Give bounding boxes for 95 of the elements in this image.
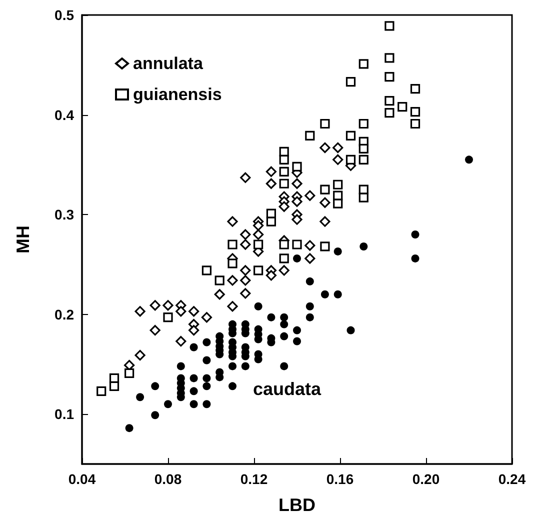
legend-label: annulata xyxy=(133,54,204,73)
point xyxy=(240,239,251,250)
point xyxy=(320,197,330,208)
legend-label: guianensis xyxy=(133,85,222,104)
x-tick-label: 0.24 xyxy=(498,471,526,487)
y-tick-label: 0.1 xyxy=(54,406,74,422)
point xyxy=(202,266,212,276)
point xyxy=(304,190,316,201)
point xyxy=(253,229,264,240)
point xyxy=(240,229,251,240)
point xyxy=(227,216,238,227)
point xyxy=(332,154,344,165)
x-tick-label: 0.20 xyxy=(412,471,440,487)
point xyxy=(332,142,344,154)
point xyxy=(279,240,289,250)
point xyxy=(410,84,420,94)
point xyxy=(292,196,302,207)
point xyxy=(320,216,330,227)
point xyxy=(201,312,212,323)
point xyxy=(410,106,420,117)
point xyxy=(109,381,120,391)
point xyxy=(176,336,186,347)
point xyxy=(358,192,368,202)
point xyxy=(358,118,368,129)
point xyxy=(346,154,356,164)
point xyxy=(240,172,251,183)
point xyxy=(266,178,276,189)
point xyxy=(384,72,394,82)
x-tick-label: 0.16 xyxy=(326,471,354,487)
point xyxy=(214,289,225,300)
point xyxy=(358,154,368,164)
point xyxy=(176,306,186,317)
point xyxy=(279,178,289,188)
y-tick-label: 0.2 xyxy=(54,306,74,322)
point xyxy=(96,386,106,396)
point xyxy=(254,266,264,276)
point xyxy=(384,21,394,31)
point xyxy=(134,306,146,317)
point xyxy=(320,242,330,252)
point xyxy=(150,325,160,336)
point xyxy=(240,275,251,286)
y-axis-title: MH xyxy=(13,226,33,254)
point xyxy=(384,96,394,106)
x-tick-label: 0.12 xyxy=(240,471,268,487)
y-tick-label: 0.3 xyxy=(54,206,74,223)
y-tick-label: 0.5 xyxy=(54,7,74,23)
point xyxy=(292,178,302,189)
point xyxy=(266,216,276,226)
point xyxy=(346,130,356,141)
point xyxy=(228,240,238,250)
point xyxy=(253,220,264,231)
point xyxy=(384,53,394,63)
point xyxy=(304,253,316,264)
point xyxy=(292,240,302,250)
point xyxy=(333,198,343,208)
point xyxy=(240,288,251,299)
point xyxy=(384,108,394,118)
annotation: caudata xyxy=(253,379,322,399)
point xyxy=(228,258,238,268)
point xyxy=(150,300,160,311)
point xyxy=(333,180,343,190)
point xyxy=(320,118,330,129)
point xyxy=(162,300,174,311)
point xyxy=(227,301,238,312)
point xyxy=(279,166,289,176)
point xyxy=(266,166,276,177)
point xyxy=(279,254,289,264)
point xyxy=(358,59,368,69)
y-tick-label: 0.4 xyxy=(54,106,74,123)
point xyxy=(254,240,264,250)
point xyxy=(124,368,134,378)
point xyxy=(358,144,368,154)
point xyxy=(134,350,146,361)
point xyxy=(292,214,302,225)
point xyxy=(188,325,200,336)
point xyxy=(240,265,251,276)
point xyxy=(346,77,356,87)
point xyxy=(278,265,290,276)
point xyxy=(227,275,238,286)
point xyxy=(163,312,173,322)
point xyxy=(398,102,408,112)
x-axis-title: LBD xyxy=(278,495,316,515)
point xyxy=(305,130,315,141)
point xyxy=(292,162,302,172)
point xyxy=(410,118,420,129)
point xyxy=(266,270,276,281)
point xyxy=(320,184,330,194)
x-tick-label: 0.08 xyxy=(154,471,182,487)
point xyxy=(279,154,289,164)
point xyxy=(320,142,330,154)
point xyxy=(188,306,200,317)
point xyxy=(304,240,316,251)
x-tick-label: 0.04 xyxy=(68,471,96,487)
point xyxy=(278,201,290,212)
point xyxy=(214,276,224,286)
